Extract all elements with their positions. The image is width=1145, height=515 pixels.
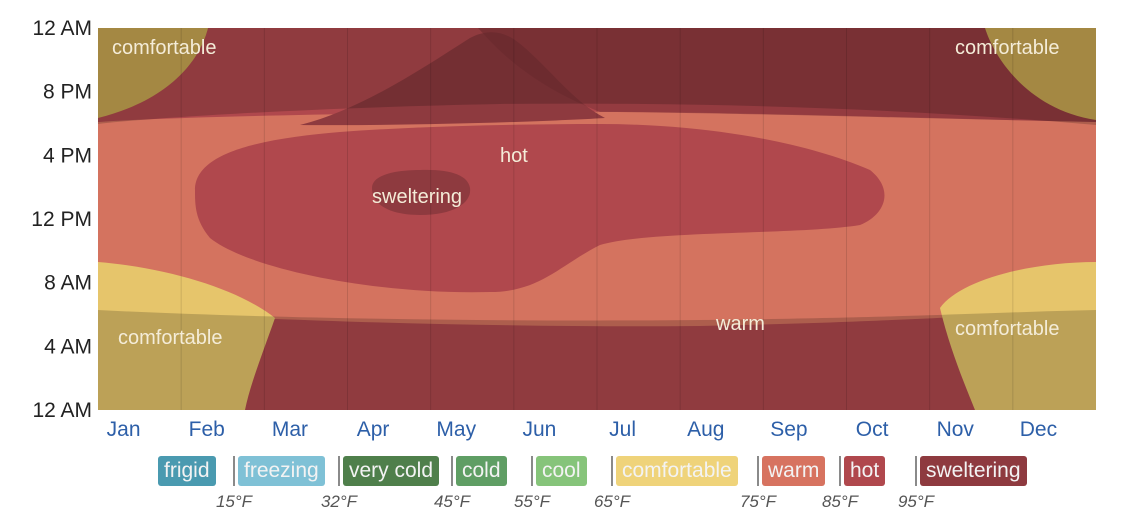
region-label: comfortable [118,327,223,349]
legend-item: sweltering [920,456,1027,486]
x-tick-label: Feb [189,418,225,441]
band-comfortable-dec-morning [940,262,1096,410]
x-tick-label: Oct [856,418,889,441]
y-axis: 12 AM 8 PM 4 PM 12 PM 8 AM 4 AM 12 AM [31,17,92,422]
threshold-label: 85°F [821,492,859,511]
region-label: hot [500,145,528,167]
legend-item: frigid [158,456,216,486]
region-label: comfortable [112,37,217,59]
x-tick-label: Apr [357,418,390,441]
y-tick-label: 12 PM [31,208,92,231]
legend-separator [338,456,340,486]
region-label: sweltering [372,186,462,208]
y-tick-label: 4 PM [43,144,92,167]
x-tick-label: Nov [937,418,975,441]
band-comfortable-jan-night [98,28,208,118]
y-tick-label: 12 AM [32,17,92,40]
band-hot-morning [98,310,1096,410]
region-label: comfortable [955,37,1060,59]
y-tick-label: 8 AM [44,272,92,295]
band-sweltering-noon [372,169,471,215]
legend-separator [611,456,613,486]
legend-item: hot [844,456,886,486]
x-axis: Jan Feb Mar Apr May Jun Jul Aug Sep Oct Nov Dec [107,418,1057,441]
legend-separator [915,456,917,486]
plot-area [98,28,1096,410]
legend-separator [451,456,453,486]
legend-item: very cold [343,456,440,486]
threshold-label: 55°F [513,492,551,511]
region-labels: comfortable comfortable hot sweltering warm c… [112,37,1060,349]
legend: frigid freezing very cold cold cool comfortab… [0,456,1145,490]
x-tick-label: Dec [1020,418,1057,441]
legend-separator [839,456,841,486]
x-tick-label: Mar [272,418,308,441]
y-tick-label: 12 AM [32,399,92,422]
threshold-label: 45°F [433,492,471,511]
threshold-label: 95°F [897,492,935,511]
band-comfortable-dec-night [985,28,1096,120]
night-shade-evening [98,28,1096,125]
threshold-label: 75°F [739,492,777,511]
temperature-heatmap: 12 AM 8 PM 4 PM 12 PM 8 AM 4 AM 12 AM Jan Feb Ma… [31,17,1096,441]
band-comfortable-jan-morning [98,262,275,410]
band-hot-day [195,124,885,293]
night-shade-morning [98,310,1096,410]
band-sweltering-dark [98,28,1096,122]
y-tick-label: 8 PM [43,81,92,104]
legend-item: comfortable [616,456,738,486]
threshold-label: 32°F [320,492,358,511]
y-tick-label: 4 AM [44,335,92,358]
region-label: warm [715,313,765,335]
region-label: comfortable [955,318,1060,340]
legend-thresholds: 15°F 32°F 45°F 55°F 65°F 75°F 85°F 95°F [0,492,1145,514]
threshold-label: 15°F [215,492,253,511]
legend-item: cold [456,456,507,486]
legend-item: warm [762,456,826,486]
x-tick-label: Jan [107,418,141,441]
x-tick-label: May [436,418,476,441]
legend-item: cool [536,456,587,486]
legend-item: freezing [238,456,325,486]
x-tick-label: Aug [687,418,724,441]
x-tick-label: Sep [770,418,807,441]
grid-lines [180,28,1014,410]
legend-separator [233,456,235,486]
x-tick-label: Jul [609,418,636,441]
legend-separator [757,456,759,486]
threshold-label: 65°F [593,492,631,511]
legend-separator [531,456,533,486]
x-tick-label: Jun [522,418,556,441]
